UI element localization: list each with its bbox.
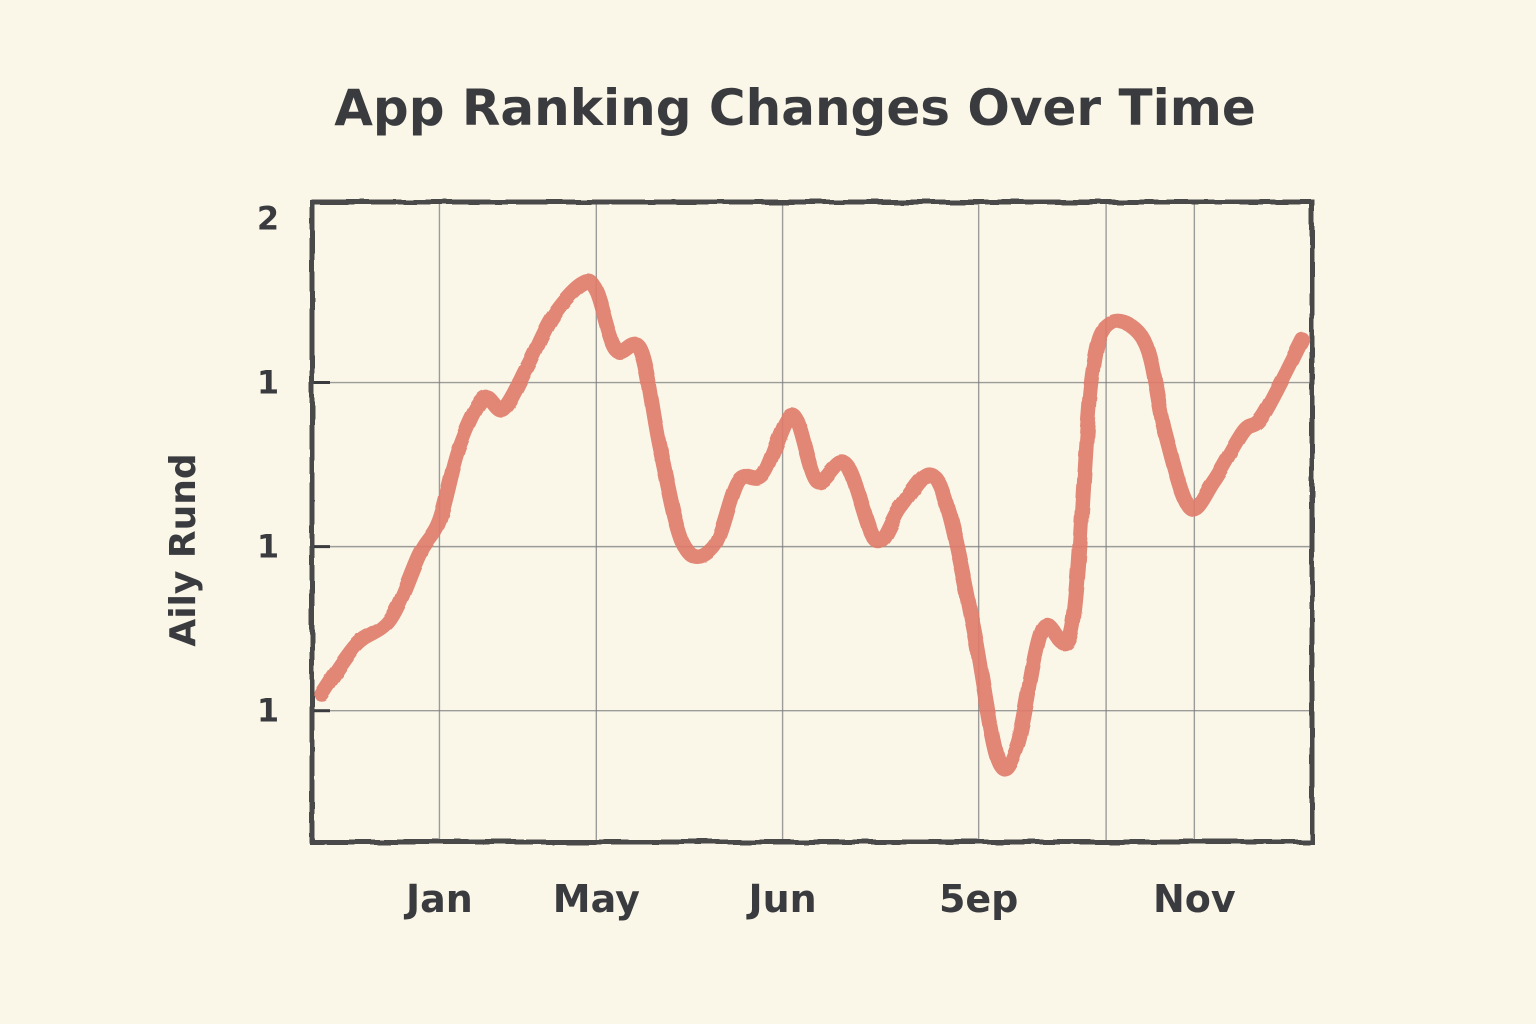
y-axis-label: Aily Rund <box>163 453 204 646</box>
y-tick-label-3: 1 <box>257 692 279 730</box>
x-tick-label-2: Jun <box>745 877 816 921</box>
series-line-0 <box>314 273 1310 777</box>
y-tick-label-0: 2 <box>257 199 279 237</box>
x-tick-label-0: Jan <box>403 877 473 921</box>
x-tick-label-4: Nov <box>1153 877 1236 921</box>
x-tick-label-3: 5ep <box>939 877 1018 921</box>
x-axis-ticks: Jan May Jun 5ep Nov <box>403 877 1236 921</box>
y-axis-ticks: 2 1 1 1 <box>257 199 330 730</box>
y-tick-label-2: 1 <box>257 528 279 566</box>
series-layer <box>314 273 1310 777</box>
y-tick-label-1: 1 <box>257 364 279 402</box>
plot-frame <box>309 199 1315 845</box>
grid-lines <box>312 202 1312 842</box>
x-tick-label-1: May <box>553 877 640 921</box>
chart-title: App Ranking Changes Over Time <box>334 79 1256 137</box>
